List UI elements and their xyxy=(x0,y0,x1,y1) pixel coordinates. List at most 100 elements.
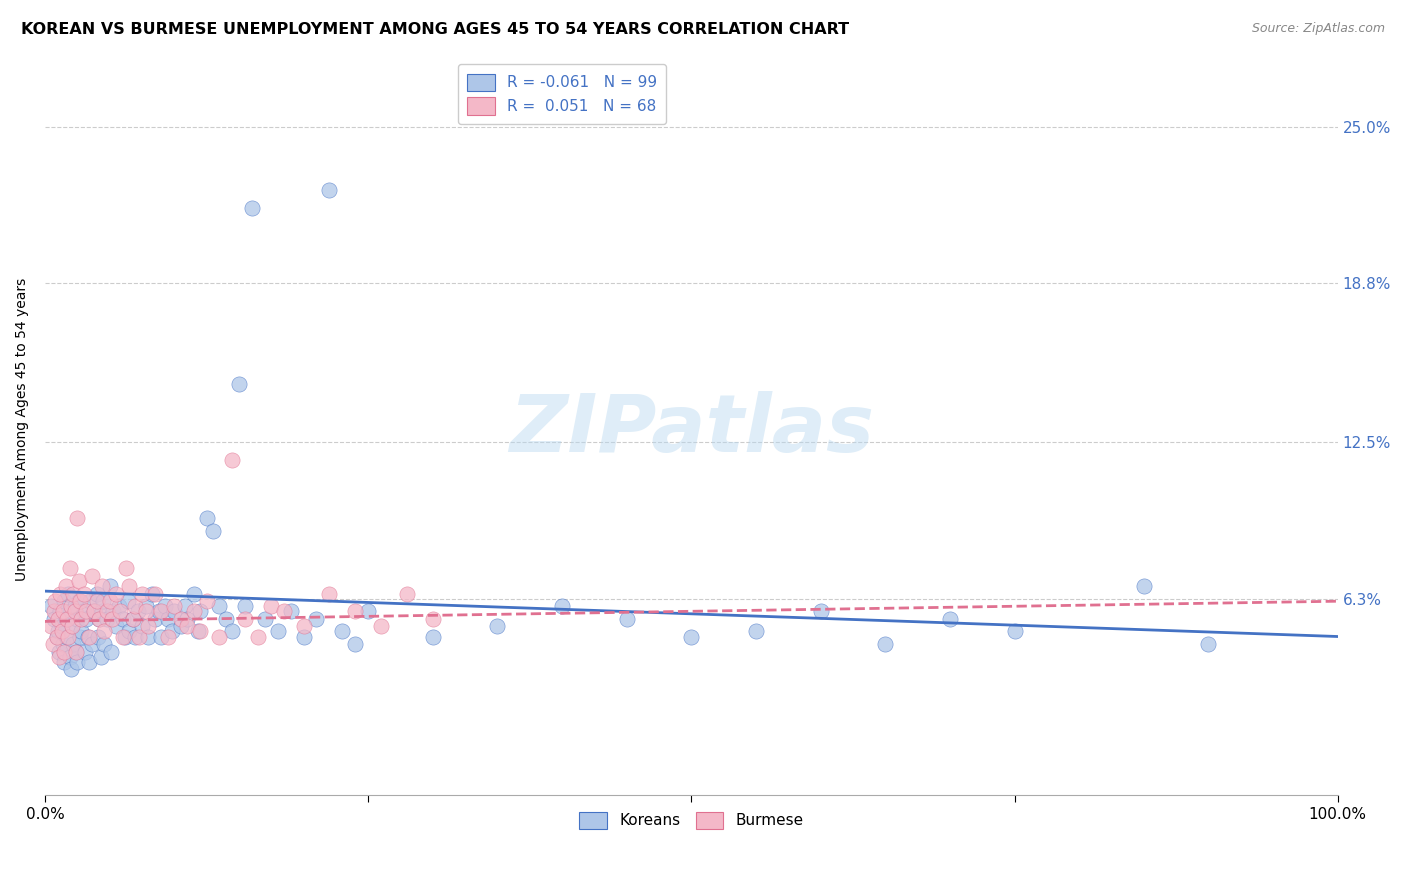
Point xyxy=(60,619,83,633)
Point xyxy=(59,604,82,618)
Point xyxy=(745,624,768,639)
Point xyxy=(63,604,86,618)
Point xyxy=(66,511,89,525)
Point xyxy=(86,594,108,608)
Point xyxy=(176,619,198,633)
Point xyxy=(122,612,145,626)
Point xyxy=(114,630,136,644)
Point xyxy=(53,645,76,659)
Point xyxy=(221,624,243,639)
Point xyxy=(58,630,80,644)
Point xyxy=(93,624,115,639)
Point xyxy=(173,599,195,614)
Point xyxy=(45,630,67,644)
Point xyxy=(60,619,83,633)
Point xyxy=(195,594,218,608)
Point xyxy=(240,201,263,215)
Point xyxy=(98,594,121,608)
Point xyxy=(183,604,205,618)
Point xyxy=(253,612,276,626)
Point xyxy=(77,655,100,669)
Point xyxy=(42,637,65,651)
Point xyxy=(103,604,125,618)
Point xyxy=(188,624,211,639)
Point xyxy=(681,630,703,644)
Point xyxy=(77,630,100,644)
Point xyxy=(80,569,103,583)
Point xyxy=(42,612,65,626)
Point xyxy=(160,624,183,639)
Point xyxy=(107,599,129,614)
Point xyxy=(75,612,97,626)
Point xyxy=(56,630,79,644)
Point xyxy=(1198,637,1220,651)
Legend: Koreans, Burmese: Koreans, Burmese xyxy=(574,805,810,835)
Point xyxy=(49,587,72,601)
Point xyxy=(51,624,73,639)
Point xyxy=(73,645,96,659)
Point xyxy=(48,649,70,664)
Point xyxy=(52,604,75,618)
Point xyxy=(370,619,392,633)
Point xyxy=(163,604,186,618)
Point xyxy=(42,604,65,618)
Point xyxy=(292,619,315,633)
Point xyxy=(75,604,97,618)
Point xyxy=(131,619,153,633)
Point xyxy=(202,524,225,538)
Point xyxy=(357,604,380,618)
Point xyxy=(138,619,160,633)
Point xyxy=(143,612,166,626)
Point xyxy=(170,612,193,626)
Point xyxy=(163,599,186,614)
Point xyxy=(135,599,157,614)
Point xyxy=(59,662,82,676)
Point xyxy=(188,604,211,618)
Point xyxy=(131,587,153,601)
Point xyxy=(89,612,111,626)
Y-axis label: Unemployment Among Ages 45 to 54 years: Unemployment Among Ages 45 to 54 years xyxy=(15,278,30,582)
Point xyxy=(118,624,141,639)
Point xyxy=(65,645,87,659)
Point xyxy=(96,612,118,626)
Point xyxy=(875,637,897,651)
Point xyxy=(41,599,63,614)
Point xyxy=(247,630,270,644)
Point xyxy=(55,612,77,626)
Point xyxy=(176,612,198,626)
Point xyxy=(266,624,288,639)
Point xyxy=(156,612,179,626)
Point xyxy=(45,630,67,644)
Point xyxy=(305,612,328,626)
Point xyxy=(93,637,115,651)
Text: ZIPatlas: ZIPatlas xyxy=(509,391,875,468)
Point xyxy=(260,599,283,614)
Point xyxy=(90,604,112,618)
Point xyxy=(124,599,146,614)
Point xyxy=(156,630,179,644)
Point xyxy=(73,604,96,618)
Point xyxy=(62,587,84,601)
Point xyxy=(53,655,76,669)
Point xyxy=(91,594,114,608)
Point xyxy=(62,637,84,651)
Point xyxy=(67,574,90,588)
Point xyxy=(153,599,176,614)
Point xyxy=(195,511,218,525)
Point xyxy=(101,612,124,626)
Point xyxy=(170,619,193,633)
Point xyxy=(51,619,73,633)
Point xyxy=(115,561,138,575)
Point xyxy=(111,612,134,626)
Point xyxy=(228,377,250,392)
Point xyxy=(66,612,89,626)
Point xyxy=(69,594,91,608)
Point xyxy=(422,612,444,626)
Point xyxy=(69,630,91,644)
Point xyxy=(551,599,574,614)
Point xyxy=(422,630,444,644)
Point xyxy=(1004,624,1026,639)
Point xyxy=(124,630,146,644)
Point xyxy=(83,604,105,618)
Point xyxy=(215,612,238,626)
